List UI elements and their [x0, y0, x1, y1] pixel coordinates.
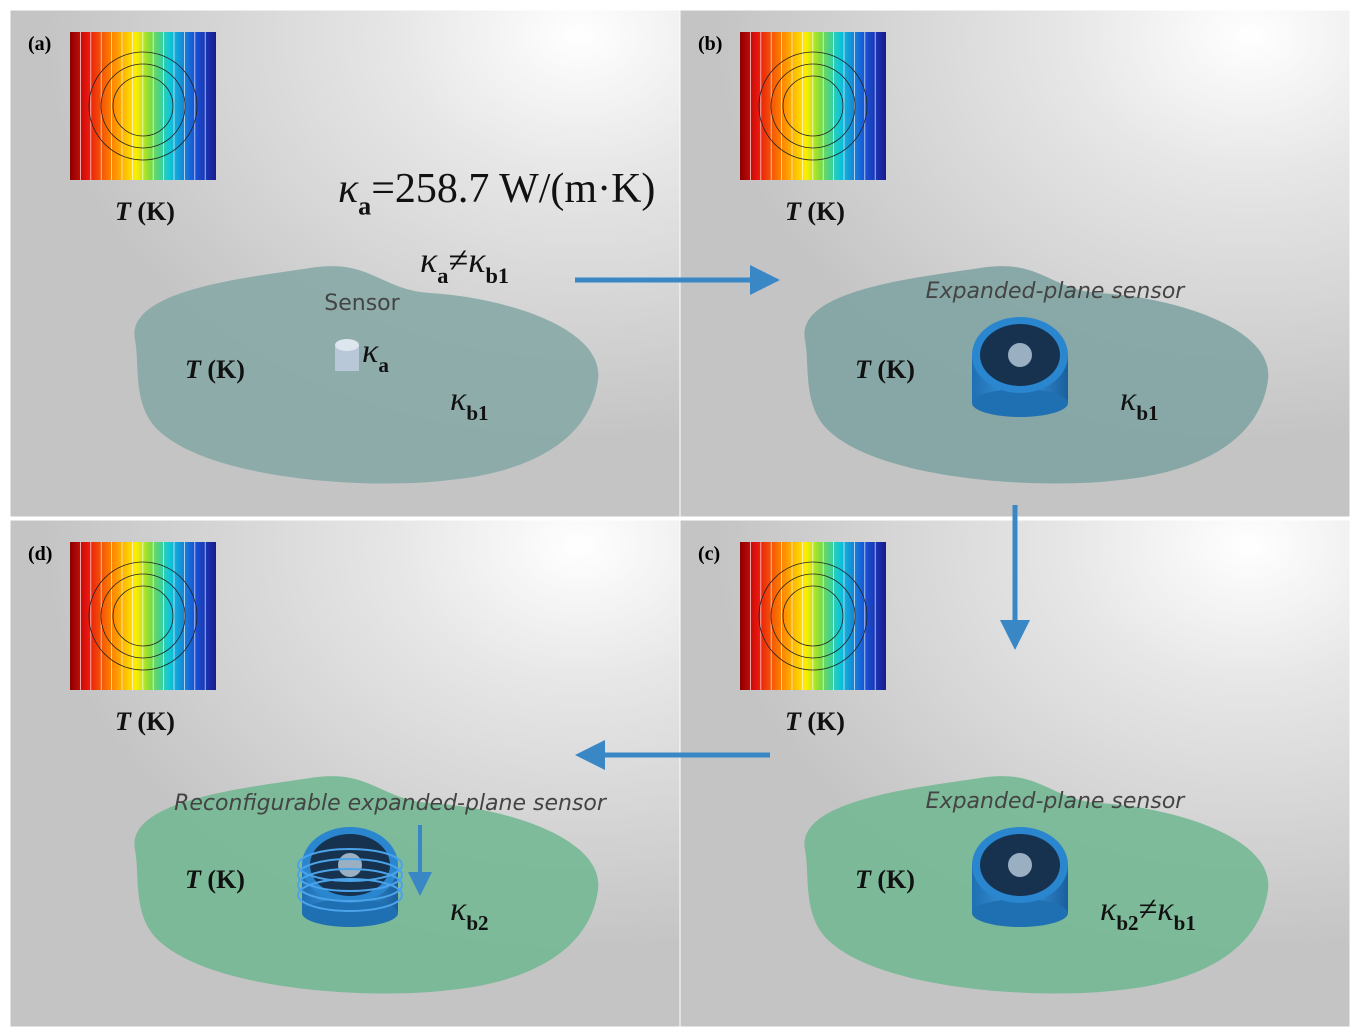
sensor-label: Sensor [324, 291, 400, 316]
sensor-core [338, 853, 362, 877]
text-part: (K) [131, 707, 175, 736]
sensor-core [1008, 343, 1032, 367]
map-label: T (K) [115, 707, 175, 736]
plane-temperature: T (K) [855, 355, 915, 384]
text-part: T [855, 865, 872, 894]
text-part: T [185, 355, 202, 384]
text-part: b2 [1116, 911, 1138, 935]
text-part: a [358, 192, 371, 221]
text-part: κ [420, 240, 438, 280]
panel-label: (a) [28, 33, 51, 55]
map-label: T (K) [785, 197, 845, 226]
map-label: T (K) [115, 197, 175, 226]
text-part: (K) [801, 707, 845, 736]
text-part: b2 [466, 911, 488, 935]
sensor-label: Reconfigurable expanded-plane sensor [174, 791, 608, 816]
text-part: κ [450, 381, 467, 418]
plane-temperature: T (K) [185, 355, 245, 384]
text-part: b1 [466, 401, 488, 425]
panel-label: (b) [698, 33, 722, 55]
text-part: b1 [1174, 911, 1196, 935]
text-part: (K) [201, 355, 245, 384]
text-part: κ [338, 166, 359, 212]
sensor-bottom [302, 899, 398, 927]
text-part: b1 [485, 263, 509, 288]
sensor-bottom [972, 389, 1068, 417]
text-part: a [378, 353, 389, 377]
text-part: κ [468, 240, 486, 280]
text-part: (K) [801, 197, 845, 226]
panel: (d) T (K) Reconfigurable expanded-plane se… [10, 520, 680, 1027]
text-part: κ [1100, 891, 1117, 928]
text-part: (K) [131, 197, 175, 226]
text-part: κ [450, 891, 467, 928]
panel-label: (d) [28, 543, 52, 565]
text-part: T [185, 865, 202, 894]
text-part: T [785, 197, 802, 226]
text-part: (K) [871, 355, 915, 384]
sensor-label: Expanded-plane sensor [926, 789, 1187, 814]
plane-temperature: T (K) [855, 865, 915, 894]
map-label: T (K) [785, 707, 845, 736]
text-part: κ [362, 333, 379, 370]
sensor-bottom [972, 899, 1068, 927]
text-part: T [115, 707, 132, 736]
text-part: b1 [1136, 401, 1158, 425]
text-part: a [437, 263, 448, 288]
text-part: =258.7 W/(m·K) [371, 166, 655, 212]
figure: (a)T (K)SensorT (K)κaκb1(b)T (K)Expanded… [0, 0, 1353, 1027]
sensor-top [335, 339, 359, 351]
sensor-core [1008, 853, 1032, 877]
text-part: ≠ [1139, 891, 1158, 928]
plane-temperature: T (K) [185, 865, 245, 894]
text-part: ≠ [448, 240, 468, 280]
text-part: T [785, 707, 802, 736]
panel: (b) T (K) Expanded-plane sensor T (K) κb1 [680, 10, 1350, 517]
text-part: κ [1157, 891, 1174, 928]
text-part: (K) [871, 865, 915, 894]
text-part: T [115, 197, 132, 226]
text-part: (K) [201, 865, 245, 894]
panel-label: (c) [698, 543, 720, 565]
text-part: T [855, 355, 872, 384]
text-part: κ [1120, 381, 1137, 418]
sensor-label: Expanded-plane sensor [926, 279, 1187, 304]
